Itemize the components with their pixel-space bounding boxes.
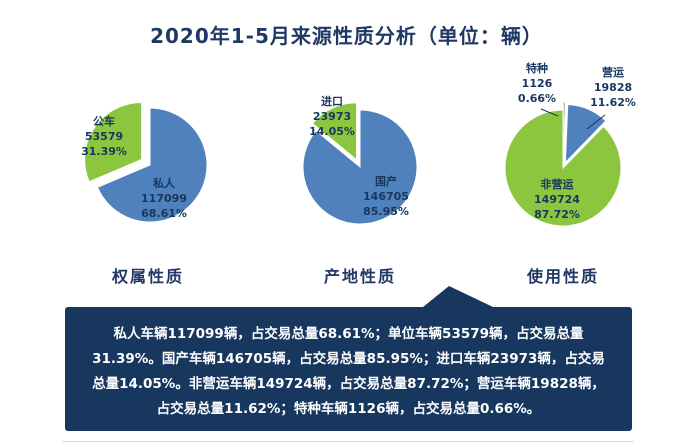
pie-slice-国产 bbox=[302, 109, 418, 225]
slice-value: 146705 bbox=[363, 190, 409, 203]
slice-value: 19828 bbox=[593, 81, 633, 94]
slice-value: 53579 bbox=[84, 130, 124, 143]
pie-slice-进口 bbox=[311, 102, 358, 161]
slice-pct: 85.95% bbox=[363, 205, 409, 218]
slice-value: 117099 bbox=[141, 192, 187, 205]
slice-label-guochan: 国产 146705 85.95% bbox=[363, 174, 409, 219]
bottom-divider bbox=[62, 441, 634, 442]
pie-slice-特种 bbox=[562, 101, 567, 161]
pie-origin-svg bbox=[302, 102, 418, 225]
leader-line bbox=[540, 108, 559, 117]
pie-slice-营运 bbox=[564, 104, 607, 164]
leader-line bbox=[586, 114, 606, 130]
pie-chart-origin: 进口 23973 14.05% 国产 146705 85.95% bbox=[252, 70, 468, 270]
slice-name: 特种 bbox=[525, 62, 548, 75]
slice-pct: 0.66% bbox=[517, 92, 557, 105]
callout-tail bbox=[423, 286, 493, 307]
summary-banner: 私人车辆117099辆，占交易总量68.61%；单位车辆53579辆，占交易总量… bbox=[65, 286, 632, 431]
slice-label-yingyun: 营运 19828 11.62% bbox=[590, 65, 636, 110]
summary-text: 私人车辆117099辆，占交易总量68.61%；单位车辆53579辆，占交易总量… bbox=[92, 326, 605, 417]
pie-chart-ownership: 公车 53579 31.39% 私人 117099 68.61% bbox=[40, 70, 256, 270]
slice-name: 非营运 bbox=[540, 178, 574, 191]
slice-value: 1126 bbox=[521, 77, 553, 90]
pie-ownership-svg bbox=[84, 101, 208, 223]
slice-name: 进口 bbox=[320, 95, 343, 108]
slice-name: 国产 bbox=[375, 175, 397, 188]
slice-name: 营运 bbox=[601, 66, 624, 79]
pie-slice-公车 bbox=[84, 101, 143, 183]
page-title: 2020年1-5月来源性质分析（单位：辆） bbox=[150, 24, 543, 48]
slice-pct: 11.62% bbox=[590, 96, 636, 109]
chart-caption-origin: 产地性质 bbox=[323, 267, 396, 286]
slice-label-tezhong: 特种 1126 0.66% bbox=[518, 61, 556, 106]
slice-name: 私人 bbox=[153, 177, 175, 190]
pie-chart-usage: 特种 1126 0.66% 营运 19828 11.62% 非营运 149724… bbox=[455, 55, 671, 270]
slice-label-gongche: 公车 53579 31.39% bbox=[81, 114, 127, 159]
slice-label-siren: 私人 117099 68.61% bbox=[141, 176, 187, 221]
slice-pct: 87.72% bbox=[534, 208, 580, 221]
chart-caption-ownership: 权属性质 bbox=[111, 267, 184, 286]
slice-pct: 68.61% bbox=[141, 207, 187, 220]
slice-label-feiyingyun: 非营运 149724 87.72% bbox=[534, 177, 580, 222]
slice-label-jinkou: 进口 23973 14.05% bbox=[309, 94, 355, 139]
slice-name: 公车 bbox=[92, 115, 115, 128]
chart-caption-usage: 使用性质 bbox=[526, 267, 599, 286]
pie-slice-非营运 bbox=[504, 109, 622, 227]
pie-slice-私人 bbox=[96, 107, 208, 223]
slice-value: 23973 bbox=[312, 110, 352, 123]
pie-usage-svg bbox=[504, 101, 622, 227]
slice-pct: 14.05% bbox=[309, 125, 355, 138]
slice-value: 149724 bbox=[534, 193, 580, 206]
slice-pct: 31.39% bbox=[81, 145, 127, 158]
